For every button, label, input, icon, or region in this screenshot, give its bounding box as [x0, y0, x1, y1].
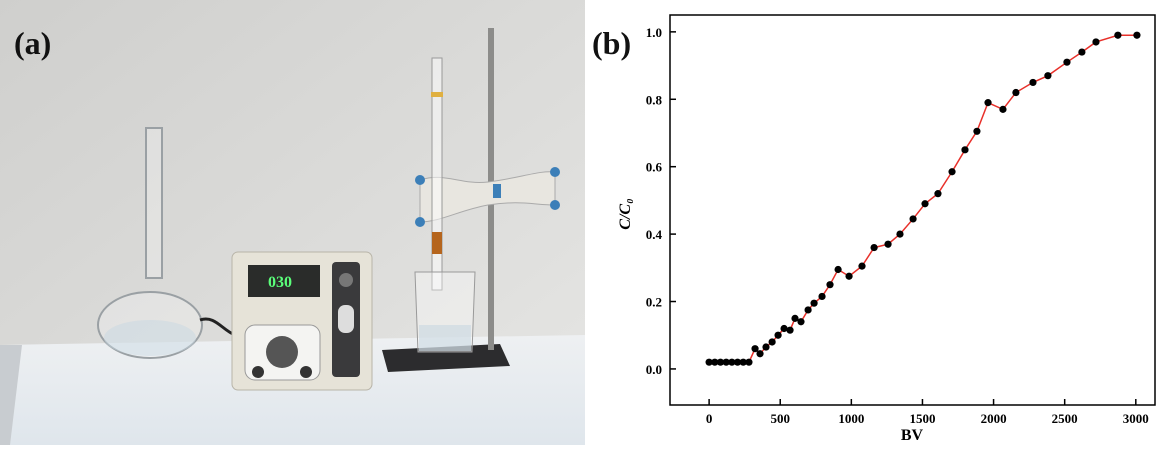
marker [834, 265, 842, 274]
marker [973, 127, 981, 135]
x-tick-label: 0 [706, 411, 713, 426]
beaker [414, 271, 476, 353]
marker [705, 358, 713, 366]
panel-label: (a) [14, 25, 51, 61]
y-tick-label: 0.8 [646, 92, 663, 107]
x-tick-label: 2500 [1052, 411, 1078, 426]
marker [921, 200, 929, 208]
pump-display: 030 [268, 274, 292, 291]
marker [1029, 78, 1037, 87]
marker [797, 318, 805, 326]
marker [1012, 88, 1020, 97]
marker [745, 358, 753, 366]
marker [711, 358, 719, 366]
marker [722, 358, 730, 366]
marker [961, 146, 969, 154]
flask [97, 127, 203, 359]
marker [896, 230, 904, 238]
pump: 030 [231, 251, 373, 391]
marker [774, 331, 782, 339]
marker [870, 243, 878, 252]
photo: 030 (a) [0, 0, 585, 445]
marker [739, 358, 747, 366]
marker [810, 299, 818, 307]
marker [948, 168, 956, 176]
column [431, 57, 443, 291]
y-tick-label: 0.2 [646, 295, 662, 310]
marker [909, 215, 917, 223]
table-edge [0, 345, 22, 445]
marker [845, 272, 853, 280]
y-tick-label: 1.0 [646, 25, 662, 40]
marker [768, 338, 776, 346]
marker [1078, 48, 1086, 56]
x-tick-label: 500 [770, 411, 790, 426]
marker [786, 326, 794, 334]
y-tick-label: 0.6 [646, 160, 663, 175]
marker [826, 281, 834, 289]
marker [728, 358, 736, 366]
marker [1114, 31, 1122, 39]
marker [934, 190, 942, 198]
y-tick-label: 0.0 [646, 362, 662, 377]
marker [884, 240, 892, 248]
x-tick-label: 2000 [981, 411, 1007, 426]
marker [751, 345, 759, 353]
marker [858, 262, 866, 270]
marker [1063, 58, 1071, 66]
x-tick-label: 1500 [909, 411, 935, 426]
marker [756, 350, 764, 358]
marker [762, 343, 770, 351]
marker [733, 358, 742, 366]
x-axis-label: BV [901, 427, 924, 444]
x-tick-label: 1000 [838, 411, 864, 426]
marker [818, 292, 826, 301]
marker [984, 99, 992, 107]
marker [780, 324, 788, 333]
marker [804, 306, 812, 314]
stand [382, 28, 560, 372]
x-tick-label: 3000 [1123, 411, 1149, 426]
marker [1044, 72, 1052, 80]
y-tick-label: 0.4 [646, 227, 663, 242]
marker [791, 314, 799, 322]
line [709, 34, 1137, 363]
marker [999, 105, 1007, 113]
panel-label: (b) [592, 25, 631, 61]
y-axis-label: C/C₀ [617, 198, 634, 229]
marker [1133, 31, 1141, 39]
marker [1092, 38, 1100, 46]
plot-frame [669, 14, 1156, 406]
marker [716, 358, 725, 366]
